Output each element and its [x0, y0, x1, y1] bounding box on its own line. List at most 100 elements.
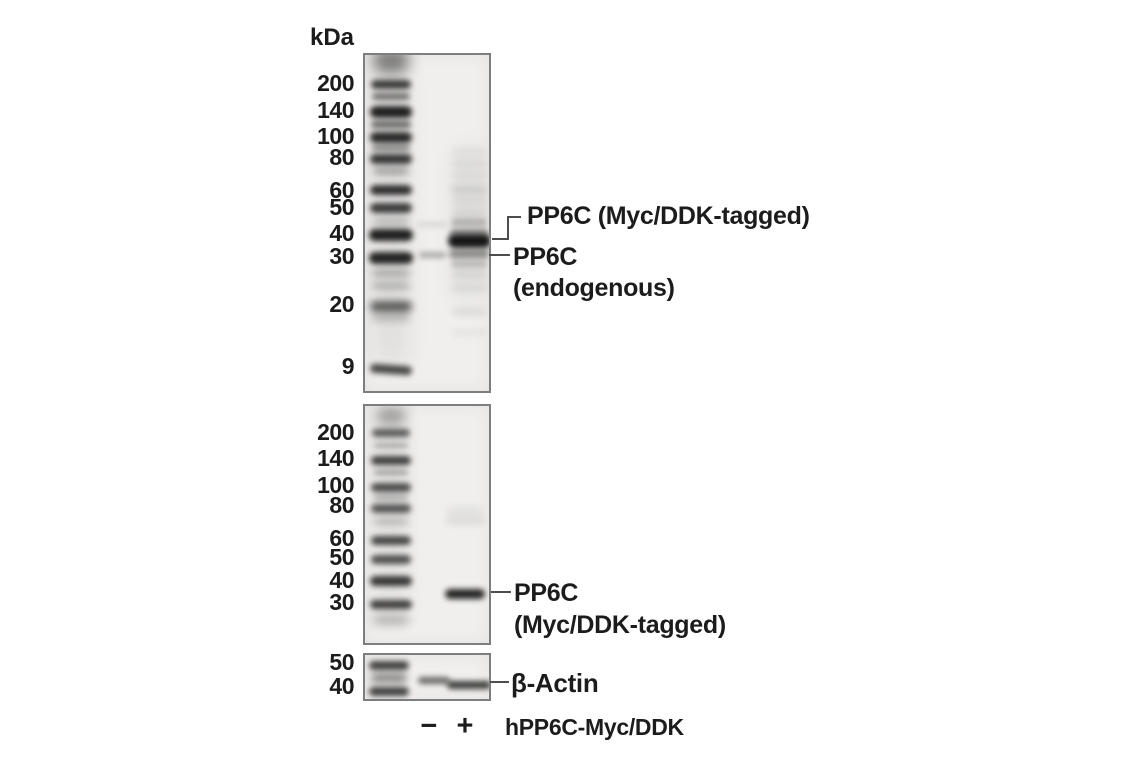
blot-band [374, 494, 408, 500]
blot-band [374, 518, 408, 524]
blot-band [370, 154, 412, 164]
marker-labels-middle-panel: 200 140 100 80 60 50 40 30 [271, 0, 354, 768]
marker-label-140: 140 [317, 97, 354, 123]
marker-label-140: 140 [317, 445, 354, 471]
connector-tagged-top [492, 216, 521, 240]
marker-label-80: 80 [329, 492, 354, 518]
blot-panel-pp6c-myc-ddk [363, 404, 491, 645]
blot-band [374, 469, 408, 475]
blot-band [452, 161, 486, 167]
blot-band [451, 185, 487, 193]
blot-band [372, 283, 410, 289]
marker-label-50: 50 [329, 194, 354, 220]
marker-label-40: 40 [329, 673, 354, 699]
blot-band [451, 261, 487, 267]
label-pp6c-myc-ddk-tagged-middle: PP6C (Myc/DDK-tagged) [514, 577, 726, 641]
label-pp6c-myc-ddk-tagged-top: PP6C (Myc/DDK-tagged) [527, 203, 810, 229]
blot-band [376, 411, 406, 621]
label-line: (Myc/DDK-tagged) [514, 611, 726, 639]
blot-band [369, 229, 413, 241]
blot-band [445, 589, 485, 599]
label-line: (endogenous) [513, 274, 675, 302]
lane-label-minus: − [420, 710, 438, 742]
label-pp6c-endogenous: PP6C (endogenous) [513, 242, 675, 304]
blot-band [372, 270, 410, 276]
blot-band [373, 168, 409, 174]
blot-band [373, 616, 409, 624]
blot-band [451, 145, 487, 305]
blot-band [447, 507, 483, 513]
marker-label-40: 40 [329, 220, 354, 246]
blot-band [418, 676, 450, 684]
blot-band [371, 503, 411, 513]
marker-labels-bottom-panel: 50 40 [271, 0, 354, 768]
blot-band [452, 210, 486, 216]
blot-band [452, 198, 486, 204]
label-line: PP6C [514, 579, 579, 607]
blot-band [370, 576, 412, 586]
blot-band [372, 145, 410, 151]
marker-label-100: 100 [317, 472, 354, 498]
marker-label-200: 200 [317, 419, 354, 445]
blot-band [370, 106, 412, 118]
blot-band [452, 284, 486, 290]
blot-band [418, 252, 446, 258]
blot-band [370, 599, 412, 609]
blot-band [371, 120, 411, 128]
marker-label-50: 50 [329, 649, 354, 675]
marker-label-20: 20 [329, 291, 354, 317]
kda-units-label: kDa [309, 24, 354, 51]
blot-band [371, 455, 411, 465]
marker-label-30: 30 [329, 243, 354, 269]
blot-band [452, 309, 486, 315]
blot-panel-beta-actin [363, 653, 491, 701]
blot-band [451, 218, 487, 226]
blot-band [370, 131, 412, 143]
blot-band [369, 686, 409, 696]
label-line: β-Actin [511, 668, 599, 698]
blot-band [372, 315, 410, 321]
blot-band [376, 408, 406, 424]
marker-label-30: 30 [329, 589, 354, 615]
blot-band [452, 149, 486, 155]
label-line: PP6C [513, 243, 578, 271]
marker-labels-top-panel: 200 140 100 80 60 50 40 30 20 9 [271, 0, 354, 768]
blot-band [447, 234, 489, 248]
blot-panel-pp6c [363, 53, 491, 393]
blot-band [370, 300, 412, 312]
label-line: PP6C (Myc/DDK-tagged) [527, 202, 810, 230]
blot-band [371, 554, 411, 564]
blot-band [452, 271, 486, 277]
blot-band [372, 429, 410, 437]
marker-label-40: 40 [329, 567, 354, 593]
blot-band [370, 185, 412, 195]
marker-label-9: 9 [341, 353, 355, 379]
lane-label-plus: + [456, 710, 474, 742]
treatment-label: hPP6C-Myc/DDK [505, 714, 684, 740]
blot-band [372, 92, 410, 100]
blot-band [450, 228, 488, 236]
marker-label-200: 200 [317, 70, 354, 96]
marker-label-50: 50 [329, 544, 354, 570]
blot-band [369, 252, 413, 264]
marker-label-60: 60 [329, 525, 354, 551]
label-beta-actin: β-Actin [511, 668, 599, 698]
blot-band [371, 482, 411, 492]
marker-label-60: 60 [329, 177, 354, 203]
blot-band [374, 442, 408, 448]
blot-band [371, 535, 411, 545]
blot-band [371, 79, 411, 89]
blot-band [446, 516, 484, 524]
blot-band [452, 173, 486, 179]
blot-band [449, 250, 489, 258]
blot-band [371, 673, 407, 683]
blot-band [417, 221, 447, 227]
blot-band [373, 55, 409, 73]
blot-band [369, 660, 409, 670]
marker-label-80: 80 [329, 144, 354, 170]
blot-band [369, 363, 413, 375]
blot-band [370, 203, 412, 213]
blot-band [452, 329, 486, 335]
blot-band [447, 681, 489, 689]
